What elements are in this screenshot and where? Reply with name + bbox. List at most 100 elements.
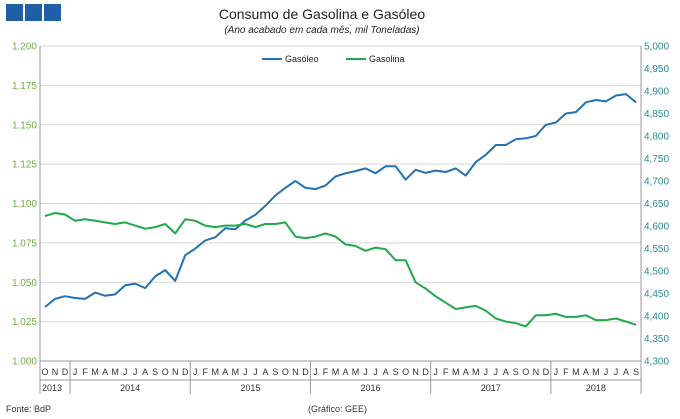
month-tick-label: F bbox=[563, 367, 569, 377]
month-tick-label: N bbox=[533, 367, 540, 377]
right-tick-label: 4,300 bbox=[644, 357, 669, 368]
right-axis: 4,300 4,350 4,400 4,450 4,500 4,550 4,600 4,650… bbox=[644, 42, 669, 368]
month-tick-label: M bbox=[91, 367, 99, 377]
left-tick-label: 1.200 bbox=[12, 42, 37, 53]
month-tick-label: D bbox=[422, 367, 429, 377]
month-tick-label: O bbox=[42, 367, 49, 377]
year-label: 2016 bbox=[361, 383, 381, 393]
left-tick-label: 1.175 bbox=[12, 81, 37, 92]
month-tick-label: N bbox=[412, 367, 419, 377]
logo-square-2 bbox=[25, 4, 42, 21]
month-tick-label: M bbox=[592, 367, 600, 377]
left-tick-label: 1.050 bbox=[12, 278, 37, 289]
month-tick-label: J bbox=[433, 367, 438, 377]
month-tick-label: M bbox=[332, 367, 340, 377]
right-tick-label: 4,850 bbox=[644, 109, 669, 120]
month-tick-label: J bbox=[373, 367, 378, 377]
month-tick-label: O bbox=[402, 367, 409, 377]
right-tick-label: 4,700 bbox=[644, 177, 669, 188]
left-tick-label: 1.000 bbox=[12, 357, 37, 368]
series-lines bbox=[44, 93, 637, 328]
month-tick-label: S bbox=[393, 367, 399, 377]
logo-squares bbox=[6, 4, 61, 21]
year-label: 2014 bbox=[120, 383, 140, 393]
month-tick-label: N bbox=[52, 367, 59, 377]
month-tick-label: S bbox=[633, 367, 639, 377]
left-tick-label: 1.025 bbox=[12, 317, 37, 328]
chart-title: Consumo de Gasolina e Gasóleo bbox=[219, 6, 425, 22]
month-tick-label: M bbox=[572, 367, 580, 377]
month-tick-label: J bbox=[604, 367, 609, 377]
month-tick-label: A bbox=[583, 367, 589, 377]
month-tick-label: S bbox=[152, 367, 158, 377]
chart-credit: (Gráfico: GEE) bbox=[308, 404, 367, 414]
month-tick-label: D bbox=[182, 367, 189, 377]
right-tick-label: 4,800 bbox=[644, 132, 669, 143]
month-tick-label: M bbox=[111, 367, 119, 377]
month-tick-label: M bbox=[472, 367, 480, 377]
left-tick-label: 1.150 bbox=[12, 120, 37, 131]
logo-square-3 bbox=[44, 4, 61, 21]
month-tick-label: N bbox=[292, 367, 299, 377]
left-axis: 1.000 1.025 1.050 1.075 1.100 1.125 1.150 1.175… bbox=[12, 42, 37, 368]
month-tick-label: A bbox=[102, 367, 108, 377]
month-tick-label: J bbox=[363, 367, 368, 377]
month-tick-label: A bbox=[222, 367, 228, 377]
month-tick-label: D bbox=[302, 367, 309, 377]
month-tick-label: M bbox=[352, 367, 360, 377]
month-tick-label: A bbox=[623, 367, 629, 377]
month-tick-label: M bbox=[212, 367, 220, 377]
month-tick-label: F bbox=[443, 367, 449, 377]
right-tick-label: 5,000 bbox=[644, 42, 669, 53]
year-label: 2015 bbox=[240, 383, 260, 393]
month-tick-label: N bbox=[172, 367, 179, 377]
month-tick-label: J bbox=[483, 367, 488, 377]
legend: Gasóleo Gasolina bbox=[262, 54, 405, 64]
month-tick-label: J bbox=[123, 367, 128, 377]
month-tick-label: O bbox=[282, 367, 289, 377]
month-tick-label: J bbox=[243, 367, 248, 377]
month-tick-label: F bbox=[82, 367, 88, 377]
month-tick-label: F bbox=[323, 367, 329, 377]
year-label: 2017 bbox=[481, 383, 501, 393]
month-tick-label: O bbox=[522, 367, 529, 377]
month-tick-label: M bbox=[232, 367, 240, 377]
month-tick-label: M bbox=[452, 367, 460, 377]
source-note: Fonte: BdP bbox=[6, 404, 51, 414]
right-tick-label: 4,550 bbox=[644, 244, 669, 255]
right-tick-label: 4,750 bbox=[644, 154, 669, 165]
chart-subtitle: (Ano acabado em cada mês, mil Toneladas) bbox=[224, 25, 419, 36]
year-label: 2013 bbox=[42, 383, 62, 393]
month-tick-label: S bbox=[272, 367, 278, 377]
right-tick-label: 4,500 bbox=[644, 267, 669, 278]
right-tick-label: 4,400 bbox=[644, 312, 669, 323]
logo-square-1 bbox=[6, 4, 23, 21]
month-tick-label: A bbox=[142, 367, 148, 377]
month-tick-label: A bbox=[343, 367, 349, 377]
left-tick-label: 1.100 bbox=[12, 199, 37, 210]
right-tick-label: 4,450 bbox=[644, 289, 669, 300]
month-tick-label: A bbox=[503, 367, 509, 377]
month-tick-label: D bbox=[62, 367, 69, 377]
month-tick-label: A bbox=[262, 367, 268, 377]
month-tick-label: J bbox=[73, 367, 78, 377]
right-tick-label: 4,600 bbox=[644, 222, 669, 233]
month-tick-label: A bbox=[463, 367, 469, 377]
month-tick-label: A bbox=[383, 367, 389, 377]
right-tick-label: 4,350 bbox=[644, 334, 669, 345]
grid bbox=[39, 45, 642, 362]
legend-label-gasoleo: Gasóleo bbox=[285, 54, 319, 64]
month-tick-label: J bbox=[133, 367, 138, 377]
month-tick-label: J bbox=[193, 367, 198, 377]
month-tick-label: O bbox=[162, 367, 169, 377]
left-tick-label: 1.125 bbox=[12, 160, 37, 171]
gasolina-line bbox=[44, 212, 637, 328]
month-tick-label: J bbox=[313, 367, 318, 377]
right-tick-label: 4,950 bbox=[644, 64, 669, 75]
month-tick-label: J bbox=[554, 367, 559, 377]
year-label: 2018 bbox=[586, 383, 606, 393]
month-tick-label: D bbox=[543, 367, 550, 377]
month-tick-label: S bbox=[513, 367, 519, 377]
